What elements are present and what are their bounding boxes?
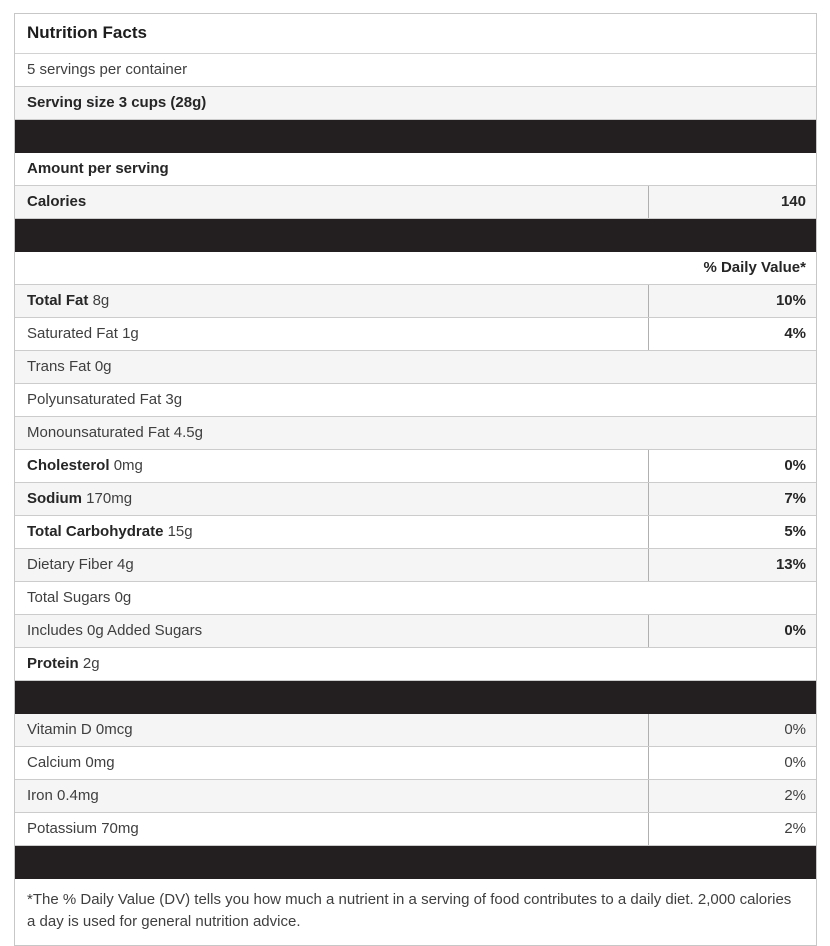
vitamin-row-iron: Iron 0.4mg 2% [15,780,816,813]
nutrient-amount [202,622,206,639]
nutrient-row-added-sugars: Includes 0g Added Sugars 0% [15,615,816,648]
nutrient-name: Monounsaturated Fat [27,424,170,441]
nutrient-amount: 1g [122,325,139,342]
nutrient-dv: 13% [648,549,816,581]
vitamin-dv: 0% [648,714,816,746]
nutrient-name: Total Fat [27,292,89,309]
nutrient-dv: 0% [648,450,816,482]
nutrient-name: Polyunsaturated Fat [27,391,162,408]
nutrient-dv: 4% [648,318,816,350]
vitamin-dv: 2% [648,780,816,812]
nutrient-name: Includes 0g Added Sugars [27,622,203,639]
vitamin-name: Potassium [27,820,98,837]
nutrient-name: Sodium [27,490,82,507]
amount-per-serving-text: Amount per serving [27,160,169,177]
nutrient-amount: 0g [114,589,132,606]
calories-value: 140 [648,186,816,218]
nutrient-row-saturated-fat: Saturated Fat 1g 4% [15,318,816,351]
nutrient-dv: 0% [648,615,816,647]
nutrient-amount: 0mg [113,457,143,474]
calories-row: Calories 140 [15,186,816,219]
nutrient-name: Trans Fat [27,358,91,375]
separator-bar [15,219,816,252]
nutrient-row-total-sugars: Total Sugars 0g [15,582,816,615]
vitamin-dv: 2% [648,813,816,845]
vitamin-row-vitamin-d: Vitamin D 0mcg 0% [15,714,816,747]
vitamin-amount: 0.4mg [57,787,99,804]
nutrient-row-monounsaturated-fat: Monounsaturated Fat 4.5g [15,417,816,450]
nutrient-amount: 170mg [86,490,133,507]
nutrient-row-cholesterol: Cholesterol 0mg 0% [15,450,816,483]
vitamin-name: Vitamin D [27,721,92,738]
servings-per-container-text: 5 servings per container [27,61,188,78]
nutrient-amount: 4g [117,556,134,573]
nutrient-amount: 3g [165,391,183,408]
vitamin-amount: 70mg [101,820,139,837]
calories-label: Calories [27,193,87,210]
nutrient-row-total-fat: Total Fat 8g 10% [15,285,816,318]
nutrient-name: Saturated Fat [27,325,118,342]
daily-value-header: % Daily Value* [15,252,816,285]
nutrient-row-protein: Protein 2g [15,648,816,681]
nutrient-row-trans-fat: Trans Fat 0g [15,351,816,384]
separator-bar [15,120,816,153]
nutrient-amount: 15g [167,523,193,540]
vitamin-row-calcium: Calcium 0mg 0% [15,747,816,780]
daily-value-footnote: *The % Daily Value (DV) tells you how mu… [15,879,816,945]
label-title: Nutrition Facts [15,14,816,54]
vitamin-amount: 0mg [85,754,115,771]
vitamin-name: Calcium [27,754,82,771]
separator-bar [15,846,816,879]
serving-size-row: Serving size 3 cups (28g) [15,87,816,120]
nutrient-row-polyunsaturated-fat: Polyunsaturated Fat 3g [15,384,816,417]
nutrient-amount: 8g [92,292,110,309]
amount-per-serving-row: Amount per serving [15,153,816,186]
nutrient-row-total-carbohydrate: Total Carbohydrate 15g 5% [15,516,816,549]
nutrient-name: Protein [27,655,79,672]
vitamin-dv: 0% [648,747,816,779]
servings-per-container-row: 5 servings per container [15,54,816,87]
nutrient-row-dietary-fiber: Dietary Fiber 4g 13% [15,549,816,582]
nutrient-amount: 2g [82,655,100,672]
nutrient-dv: 10% [648,285,816,317]
nutrient-dv: 7% [648,483,816,515]
nutrient-dv: 5% [648,516,816,548]
vitamin-row-potassium: Potassium 70mg 2% [15,813,816,846]
nutrient-amount: 4.5g [173,424,203,441]
vitamin-name: Iron [27,787,53,804]
nutrient-name: Total Carbohydrate [27,523,164,540]
nutrient-name: Total Sugars [27,589,111,606]
nutrient-name: Dietary Fiber [27,556,113,573]
separator-bar [15,681,816,714]
vitamin-amount: 0mcg [95,721,133,738]
nutrition-facts-label: Nutrition Facts 5 servings per container… [14,13,817,946]
serving-size-text: Serving size 3 cups (28g) [27,94,207,111]
nutrient-row-sodium: Sodium 170mg 7% [15,483,816,516]
nutrient-amount: 0g [94,358,112,375]
nutrient-name: Cholesterol [27,457,110,474]
